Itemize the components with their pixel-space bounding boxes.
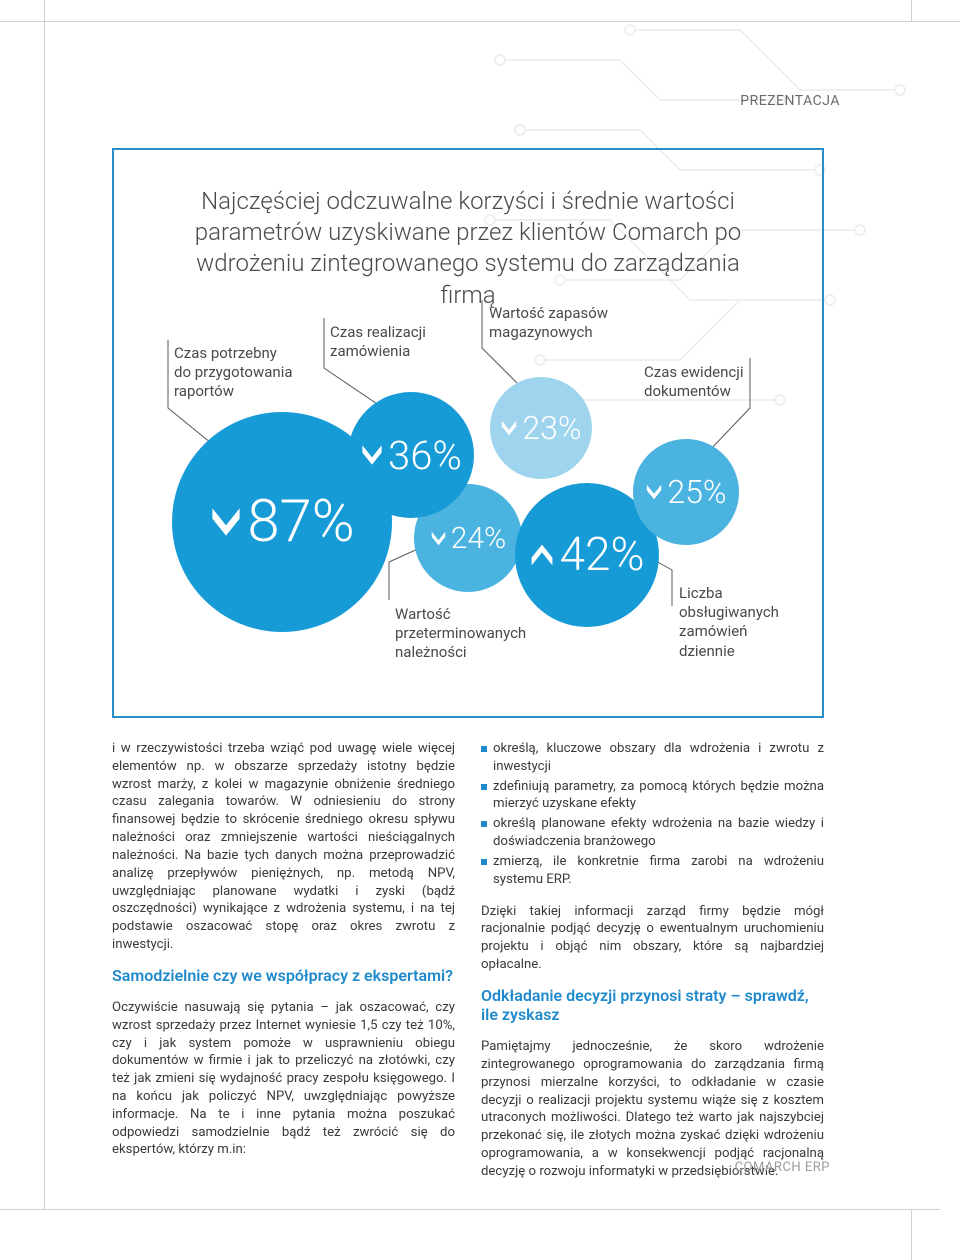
callout-document-time: Czas ewidencji dokumentów: [644, 363, 744, 401]
callout-line-text: obsługiwanych: [679, 603, 779, 621]
bullet-item: zmierzą, ile konkretnie firma zarobi na …: [481, 853, 824, 889]
callout-line-text: raportów: [174, 382, 234, 400]
arrow-up-icon: [529, 542, 555, 568]
bubble-23: 23%: [490, 377, 592, 479]
callout-line-text: Liczba: [679, 584, 723, 602]
bubble-value: 42%: [559, 528, 644, 582]
bubble-value: 25%: [667, 473, 726, 511]
arrow-down-icon: [360, 443, 384, 467]
bottom-rule: [0, 1209, 940, 1210]
callout-line-text: dokumentów: [644, 382, 731, 400]
callout-stock-value: Wartość zapasów magazynowych: [489, 304, 608, 342]
heading-delay: Odkładanie decyzji przynosi straty – spr…: [481, 986, 824, 1024]
bullet-item: określą planowane efekty wdrożenia na ba…: [481, 815, 824, 851]
callout-line-text: Czas potrzebny: [174, 344, 277, 362]
arrow-down-icon: [430, 530, 447, 547]
body-columns: i w rzeczywistości trzeba wziąć pod uwag…: [112, 740, 824, 1193]
bubble-25: 25%: [633, 439, 739, 545]
callout-line-text: dziennie: [679, 642, 735, 660]
bubble-value: 87%: [247, 488, 354, 556]
right-rule-bottom: [911, 1210, 912, 1260]
callout-line-text: magazynowych: [489, 323, 593, 341]
callout-line-text: Wartość zapasów: [489, 304, 608, 322]
callout-orders-daily: Liczba obsługiwanych zamówień dziennie: [679, 584, 779, 661]
left-rule: [44, 0, 45, 1210]
left-column: i w rzeczywistości trzeba wziąć pod uwag…: [112, 740, 455, 1193]
callout-line-text: Czas ewidencji: [644, 363, 744, 381]
bullet-square-icon: [481, 746, 487, 752]
callout-line-text: Czas realizacji: [330, 323, 426, 341]
section-label: PREZENTACJA: [740, 93, 840, 109]
body-paragraph: Dzięki takiej informacji zarząd firmy bę…: [481, 903, 824, 974]
heading-experts: Samodzielnie czy we współpracy z ekspert…: [112, 966, 455, 985]
bullet-text: zmierzą, ile konkretnie firma zarobi na …: [493, 853, 824, 889]
bubble-value: 24%: [451, 521, 506, 556]
callout-reports-time: Czas potrzebny do przygotowania raportów: [174, 344, 293, 402]
arrow-down-icon: [209, 505, 243, 539]
bullet-square-icon: [481, 784, 487, 790]
callout-line-text: zamówienia: [330, 342, 410, 360]
callout-overdue-value: Wartość przeterminowanych należności: [395, 605, 526, 663]
right-column: określą, kluczowe obszary dla wdrożenia …: [481, 740, 824, 1193]
body-paragraph: i w rzeczywistości trzeba wziąć pod uwag…: [112, 740, 455, 954]
bullet-text: określą planowane efekty wdrożenia na ba…: [493, 815, 824, 851]
bullet-square-icon: [481, 821, 487, 827]
page: PREZENTACJA Najczęściej odczuwalne korzy…: [0, 0, 960, 1260]
bubble-36: 36%: [348, 392, 474, 518]
infographic-box: Najczęściej odczuwalne korzyści i średni…: [112, 148, 824, 718]
bubble-value: 36%: [388, 432, 462, 479]
callout-line-text: do przygotowania: [174, 363, 293, 381]
callout-line-text: należności: [395, 643, 467, 661]
callout-order-time: Czas realizacji zamówienia: [330, 323, 426, 361]
callout-line-text: przeterminowanych: [395, 624, 526, 642]
right-rule-top: [911, 0, 912, 22]
callout-line-text: Wartość: [395, 605, 451, 623]
bullet-text: zdefiniują parametry, za pomocą których …: [493, 778, 824, 814]
bullet-text: określą, kluczowe obszary dla wdrożenia …: [493, 740, 824, 776]
arrow-down-icon: [645, 483, 663, 501]
callout-line-text: zamówień: [679, 622, 747, 640]
arrow-down-icon: [500, 419, 518, 437]
bubble-value: 23%: [522, 409, 581, 447]
infographic-title: Najczęściej odczuwalne korzyści i średni…: [168, 186, 768, 311]
top-rule: [0, 0, 960, 22]
body-paragraph: Oczywiście nasuwają się pytania – jak os…: [112, 999, 455, 1159]
bullet-item: określą, kluczowe obszary dla wdrożenia …: [481, 740, 824, 776]
bullet-square-icon: [481, 859, 487, 865]
bullet-item: zdefiniują parametry, za pomocą których …: [481, 778, 824, 814]
footer-brand: COMARCH ERP: [735, 1160, 830, 1175]
